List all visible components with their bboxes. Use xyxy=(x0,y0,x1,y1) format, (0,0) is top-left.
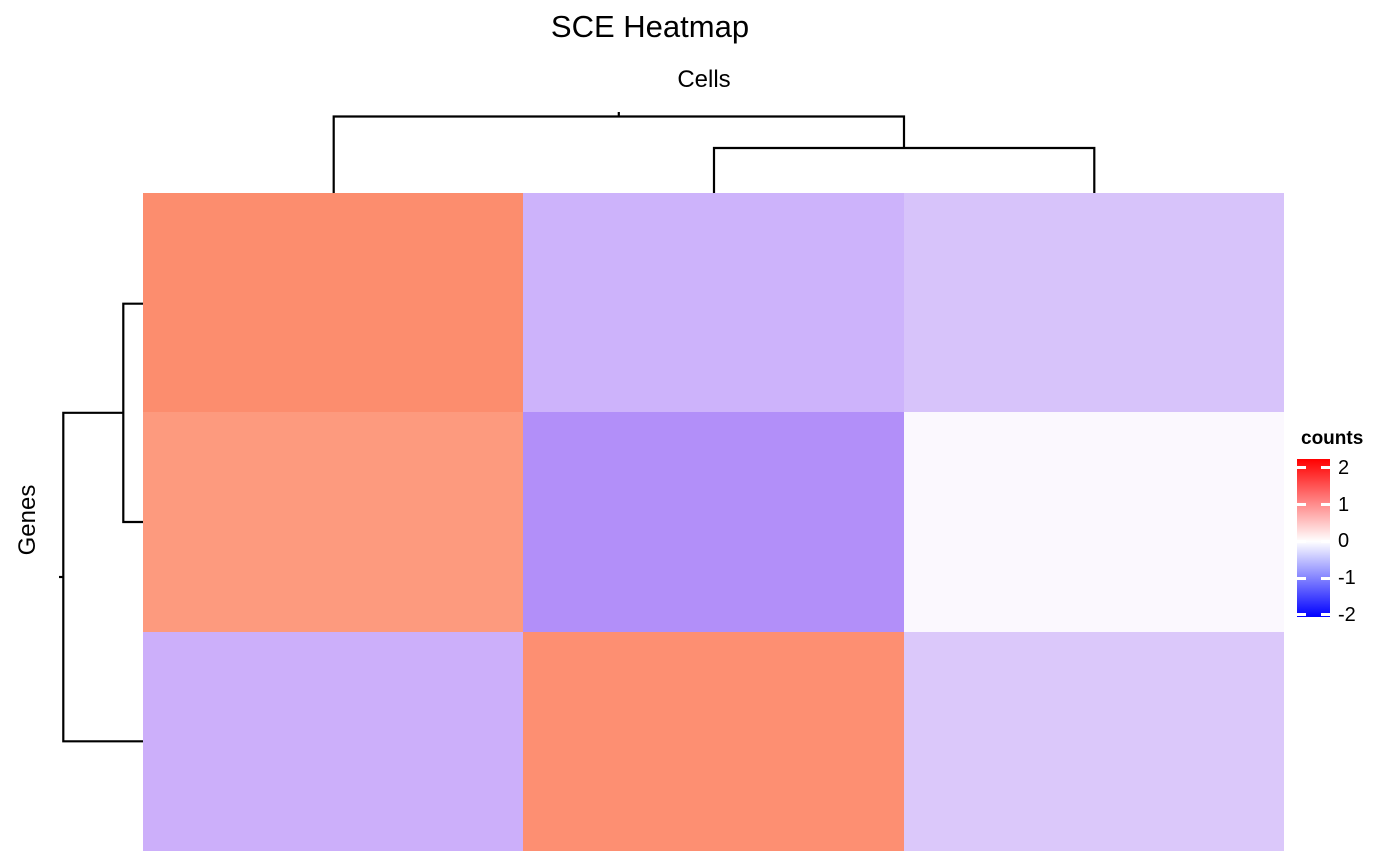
row-axis-title: Genes xyxy=(14,484,41,556)
legend-tick-label-0: 0 xyxy=(1338,530,1350,553)
legend-tick-dash-2-left xyxy=(1297,466,1306,470)
legend-tick-dash--2-left xyxy=(1297,613,1306,617)
heatmap-cell-r3-c2 xyxy=(523,631,904,851)
legend-tick-label-2: 2 xyxy=(1338,456,1350,479)
legend-tick-dash-1-right xyxy=(1321,503,1330,507)
legend-tick-dash--1-left xyxy=(1297,576,1306,580)
column-dendrogram xyxy=(332,112,1096,193)
heatmap-cell-r3-c1 xyxy=(143,631,524,851)
heatmap-cell-r3-c3 xyxy=(903,631,1284,851)
legend-title: counts xyxy=(1301,428,1364,449)
legend-tick-dash-1-left xyxy=(1297,503,1306,507)
legend-tick-label-1: 1 xyxy=(1338,493,1350,516)
row-dendrogram xyxy=(59,302,143,743)
legend-tick-dash--1-right xyxy=(1321,576,1330,580)
color-legend: counts 2 1 0 -1 -2 xyxy=(1297,428,1400,628)
plot-title: SCE Heatmap xyxy=(550,9,750,44)
heatmap-cell-r1-c2 xyxy=(523,193,904,413)
legend-tick-dash-2-right xyxy=(1321,466,1330,470)
legend-tick-dash--2-right xyxy=(1321,613,1330,617)
heatmap-cell-r1-c3 xyxy=(903,193,1284,413)
legend-gradient-bar xyxy=(1297,459,1330,617)
legend-tick-dash-0-left xyxy=(1297,539,1306,543)
heatmap-cell-r1-c1 xyxy=(143,193,524,413)
column-axis-title: Cells xyxy=(677,66,731,93)
heatmap-body xyxy=(143,193,1284,851)
legend-tick-dash-0-right xyxy=(1321,539,1330,543)
legend-tick-label--2: -2 xyxy=(1338,603,1356,626)
legend-tick-label--1: -1 xyxy=(1338,567,1356,590)
heatmap-cell-r2-c2 xyxy=(523,412,904,632)
heatmap-cell-r2-c1 xyxy=(143,412,524,632)
heatmap-cell-r2-c3 xyxy=(903,412,1284,632)
